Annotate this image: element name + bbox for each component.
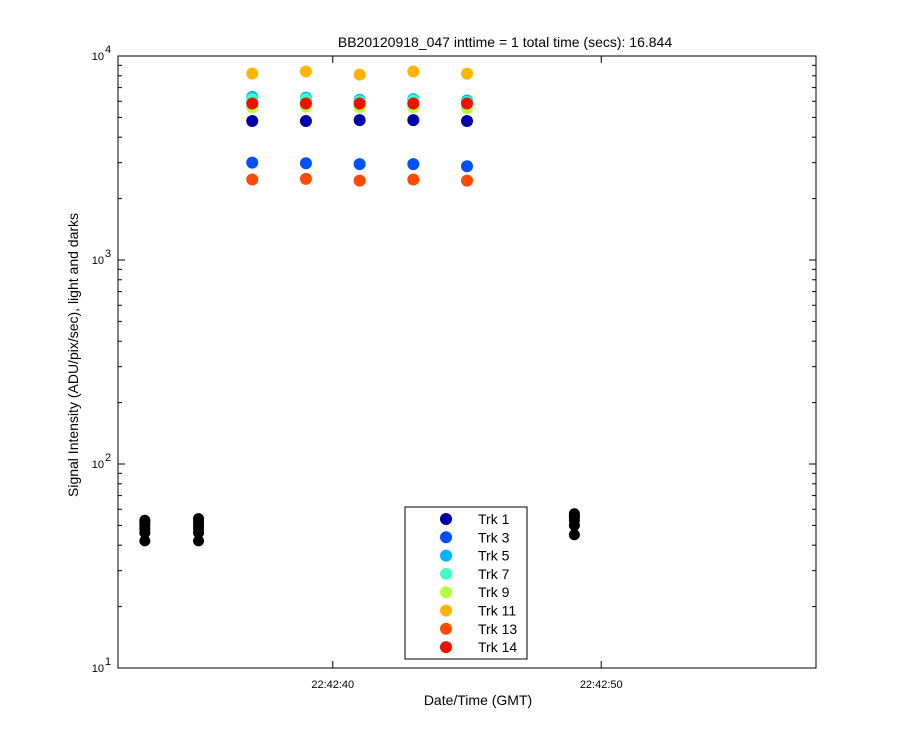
y-tick-exponent: 4	[105, 44, 111, 56]
y-axis-label: Signal Intensity (ADU/pix/sec), light an…	[65, 213, 81, 497]
legend-label: Trk 5	[478, 548, 510, 564]
legend-marker	[440, 513, 452, 525]
data-point-trk-3	[407, 158, 420, 171]
legend-label: Trk 14	[478, 639, 517, 655]
data-point-trk-1	[407, 114, 420, 127]
data-point-trk-14	[246, 97, 259, 110]
dark-point	[139, 514, 151, 526]
y-tick-label: 103	[92, 248, 111, 267]
y-tick-exponent: 1	[105, 656, 111, 668]
y-tick-base: 10	[92, 459, 104, 471]
dark-point	[193, 535, 205, 547]
data-point-trk-14	[299, 97, 312, 110]
y-tick-label: 102	[92, 452, 111, 471]
legend-label: Trk 7	[478, 566, 510, 582]
legend-marker	[440, 549, 452, 562]
legend-marker	[440, 567, 452, 580]
data-point-trk-13	[407, 173, 420, 186]
legend-label: Trk 13	[478, 621, 517, 637]
data-point-trk-3	[461, 160, 473, 173]
legend-marker	[440, 586, 452, 599]
legend-item: Trk 5	[440, 548, 510, 564]
data-point-trk-11	[299, 65, 312, 78]
y-tick-exponent: 2	[105, 452, 111, 464]
data-point-trk-11	[246, 67, 259, 80]
data-point-trk-11	[461, 67, 473, 80]
x-tick-label: 22:42:50	[580, 679, 623, 691]
chart-title: BB20120918_047 inttime = 1 total time (s…	[338, 34, 672, 50]
data-point-trk-14	[353, 97, 366, 110]
data-point-trk-1	[461, 115, 473, 128]
x-axis-label: Date/Time (GMT)	[424, 692, 532, 708]
data-point-trk-11	[353, 68, 366, 81]
x-tick-label: 22:42:40	[311, 679, 354, 691]
dark-point	[193, 513, 205, 525]
y-tick-exponent: 3	[105, 248, 111, 260]
legend-item: Trk 7	[440, 566, 510, 582]
legend-item: Trk 1	[440, 511, 510, 527]
data-point-trk-13	[461, 174, 473, 187]
y-tick-label: 101	[92, 656, 111, 675]
legend-item: Trk 3	[440, 529, 510, 545]
data-point-trk-13	[299, 172, 312, 185]
data-point-trk-13	[246, 173, 259, 186]
x-axis: 22:42:40 22:42:50	[311, 56, 623, 691]
y-tick-base: 10	[92, 51, 104, 63]
data-point-trk-1	[246, 115, 259, 128]
legend-label: Trk 11	[478, 603, 516, 619]
legend-label: Trk 3	[478, 529, 510, 545]
legend-label: Trk 9	[478, 584, 510, 600]
dark-point	[568, 508, 580, 520]
data-point-trk-3	[246, 156, 259, 169]
y-tick-base: 10	[92, 663, 104, 675]
dark-point	[568, 529, 580, 541]
data-point-trk-3	[353, 158, 366, 171]
legend-marker	[440, 641, 452, 654]
data-point-trk-11	[407, 65, 420, 78]
y-tick-base: 10	[92, 255, 104, 267]
legend-item: Trk 11	[440, 603, 516, 619]
data-point-trk-1	[299, 115, 312, 128]
data-point-trk-3	[299, 157, 312, 170]
dark-point	[139, 535, 151, 547]
data-point-trk-13	[353, 174, 366, 187]
legend-marker	[440, 604, 452, 617]
y-tick-label: 104	[92, 44, 111, 63]
light-series	[246, 65, 473, 187]
legend: Trk 1 Trk 3 Trk 5 Trk 7 Trk 9 Trk 11 Trk 13 Trk…	[404, 506, 528, 660]
legend-marker	[440, 622, 452, 635]
data-point-trk-14	[461, 97, 473, 110]
data-point-trk-14	[407, 97, 420, 110]
legend-label: Trk 1	[478, 511, 510, 527]
legend-item: Trk 13	[440, 621, 517, 637]
legend-item: Trk 9	[440, 584, 510, 600]
legend-item: Trk 14	[440, 639, 517, 655]
legend-marker	[440, 531, 452, 544]
legend-box	[404, 506, 528, 660]
data-point-trk-1	[353, 114, 366, 127]
